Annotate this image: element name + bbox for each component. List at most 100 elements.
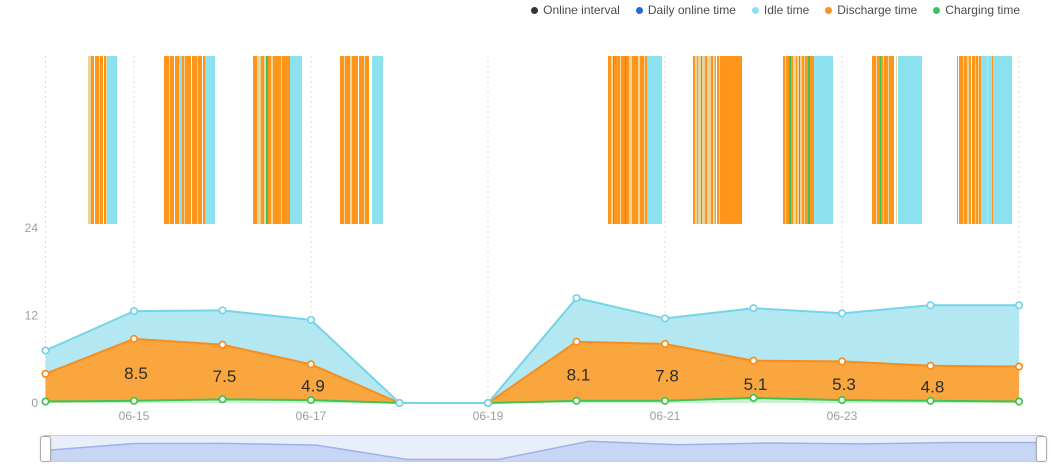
data-point	[749, 393, 758, 402]
legend-label: Daily online time	[647, 3, 736, 17]
online-interval-bar	[106, 56, 107, 224]
online-interval-bar	[290, 56, 302, 224]
y-axis-tick-label: 12	[25, 308, 39, 322]
online-interval-bar	[720, 56, 742, 224]
datazoom-outline	[44, 440, 1043, 461]
legend-item-idle-time[interactable]: Idle time	[751, 3, 810, 17]
data-point	[837, 309, 847, 318]
legend-label: Discharge time	[837, 3, 918, 17]
legend-label: Charging time	[945, 3, 1020, 17]
online-interval-bar	[273, 56, 281, 224]
online-interval-bar	[957, 56, 958, 224]
line-discharge-time	[45, 337, 1020, 404]
online-interval-bar	[888, 56, 889, 224]
online-interval-bar	[804, 56, 805, 224]
online-interval-bar	[896, 56, 897, 224]
online-interval-bar	[179, 56, 182, 224]
online-interval-bar	[621, 56, 625, 224]
online-interval-bar	[104, 56, 106, 224]
legend-dot-icon	[531, 6, 539, 14]
discharge-value-label: 7.5	[213, 367, 237, 386]
online-interval-bar	[640, 56, 644, 224]
online-interval-bar	[963, 56, 964, 224]
online-interval-bar	[614, 56, 620, 224]
online-interval-bar	[629, 56, 632, 224]
online-interval-bar	[898, 56, 922, 224]
online-interval-bar	[644, 56, 645, 224]
data-point	[218, 340, 227, 349]
online-interval-strip	[253, 56, 302, 224]
legend-item-discharge-time[interactable]: Discharge time	[825, 3, 917, 17]
online-interval-bar	[344, 56, 345, 224]
data-point	[572, 337, 581, 346]
data-point	[129, 334, 139, 343]
online-interval-bar	[698, 56, 701, 224]
online-interval-bar	[253, 56, 257, 224]
legend-label: Idle time	[763, 3, 810, 17]
data-point	[483, 398, 493, 408]
datazoom-handle-right[interactable]	[1036, 435, 1047, 462]
data-point	[749, 356, 758, 365]
online-interval-bar	[889, 56, 894, 224]
x-axis-tick-label: 06-19	[473, 409, 504, 423]
x-axis-tick-label: 06-15	[119, 409, 150, 423]
data-point	[218, 395, 227, 404]
online-interval-bar	[881, 56, 883, 224]
online-interval-bar	[203, 56, 205, 224]
online-interval-bar	[182, 56, 184, 224]
online-interval-bar	[796, 56, 797, 224]
legend-item-online-interval[interactable]: Online interval	[531, 3, 620, 17]
online-interval-bar	[702, 56, 705, 224]
online-interval-bar	[793, 56, 796, 224]
data-point	[837, 357, 847, 366]
datazoom-slider[interactable]	[40, 435, 1047, 462]
online-interval-bar	[611, 56, 613, 224]
online-interval-bar	[164, 56, 169, 224]
legend-item-charging-time[interactable]: Charging time	[933, 3, 1020, 17]
data-point	[1014, 397, 1024, 406]
discharge-value-label: 4.8	[921, 377, 945, 396]
data-point	[41, 397, 50, 406]
online-interval-bar	[805, 56, 808, 224]
online-interval-strip	[88, 56, 117, 224]
online-interval-bar	[205, 56, 215, 224]
online-interval-bar	[797, 56, 799, 224]
legend-dot-icon	[825, 6, 833, 14]
online-interval-bar	[100, 56, 103, 224]
online-interval-bar	[99, 56, 100, 224]
online-interval-bar	[978, 56, 979, 224]
discharge-value-label: 5.1	[744, 375, 768, 394]
online-interval-bar	[364, 56, 365, 224]
online-interval-bar	[884, 56, 888, 224]
online-interval-bar	[198, 56, 202, 224]
discharge-value-label: 8.1	[567, 365, 591, 384]
online-interval-bar	[647, 56, 662, 224]
online-interval-bar	[711, 56, 713, 224]
legend-item-daily-online-time[interactable]: Daily online time	[635, 3, 736, 17]
x-axis-tick-label: 06-17	[296, 409, 327, 423]
datazoom-handle-left[interactable]	[40, 435, 51, 462]
online-interval-strip	[783, 56, 833, 224]
data-point	[572, 293, 581, 303]
data-point	[306, 360, 316, 369]
data-point	[395, 398, 404, 408]
online-interval-bar	[814, 56, 833, 224]
online-interval-bar	[268, 56, 271, 224]
online-interval-bar	[715, 56, 716, 224]
online-interval-bar	[981, 56, 987, 224]
legend-label: Online interval	[543, 3, 620, 17]
online-interval-bar	[799, 56, 800, 224]
data-point	[660, 339, 670, 348]
legend-dot-icon	[751, 6, 759, 14]
online-interval-strip	[164, 56, 215, 224]
online-interval-bar	[638, 56, 640, 224]
online-interval-bar	[192, 56, 197, 224]
online-interval-bar	[350, 56, 352, 224]
online-interval-bar	[359, 56, 364, 224]
data-point	[926, 396, 935, 405]
online-interval-bar	[625, 56, 626, 224]
online-interval-bar	[170, 56, 174, 224]
data-point	[129, 396, 139, 405]
data-point	[1014, 301, 1024, 310]
